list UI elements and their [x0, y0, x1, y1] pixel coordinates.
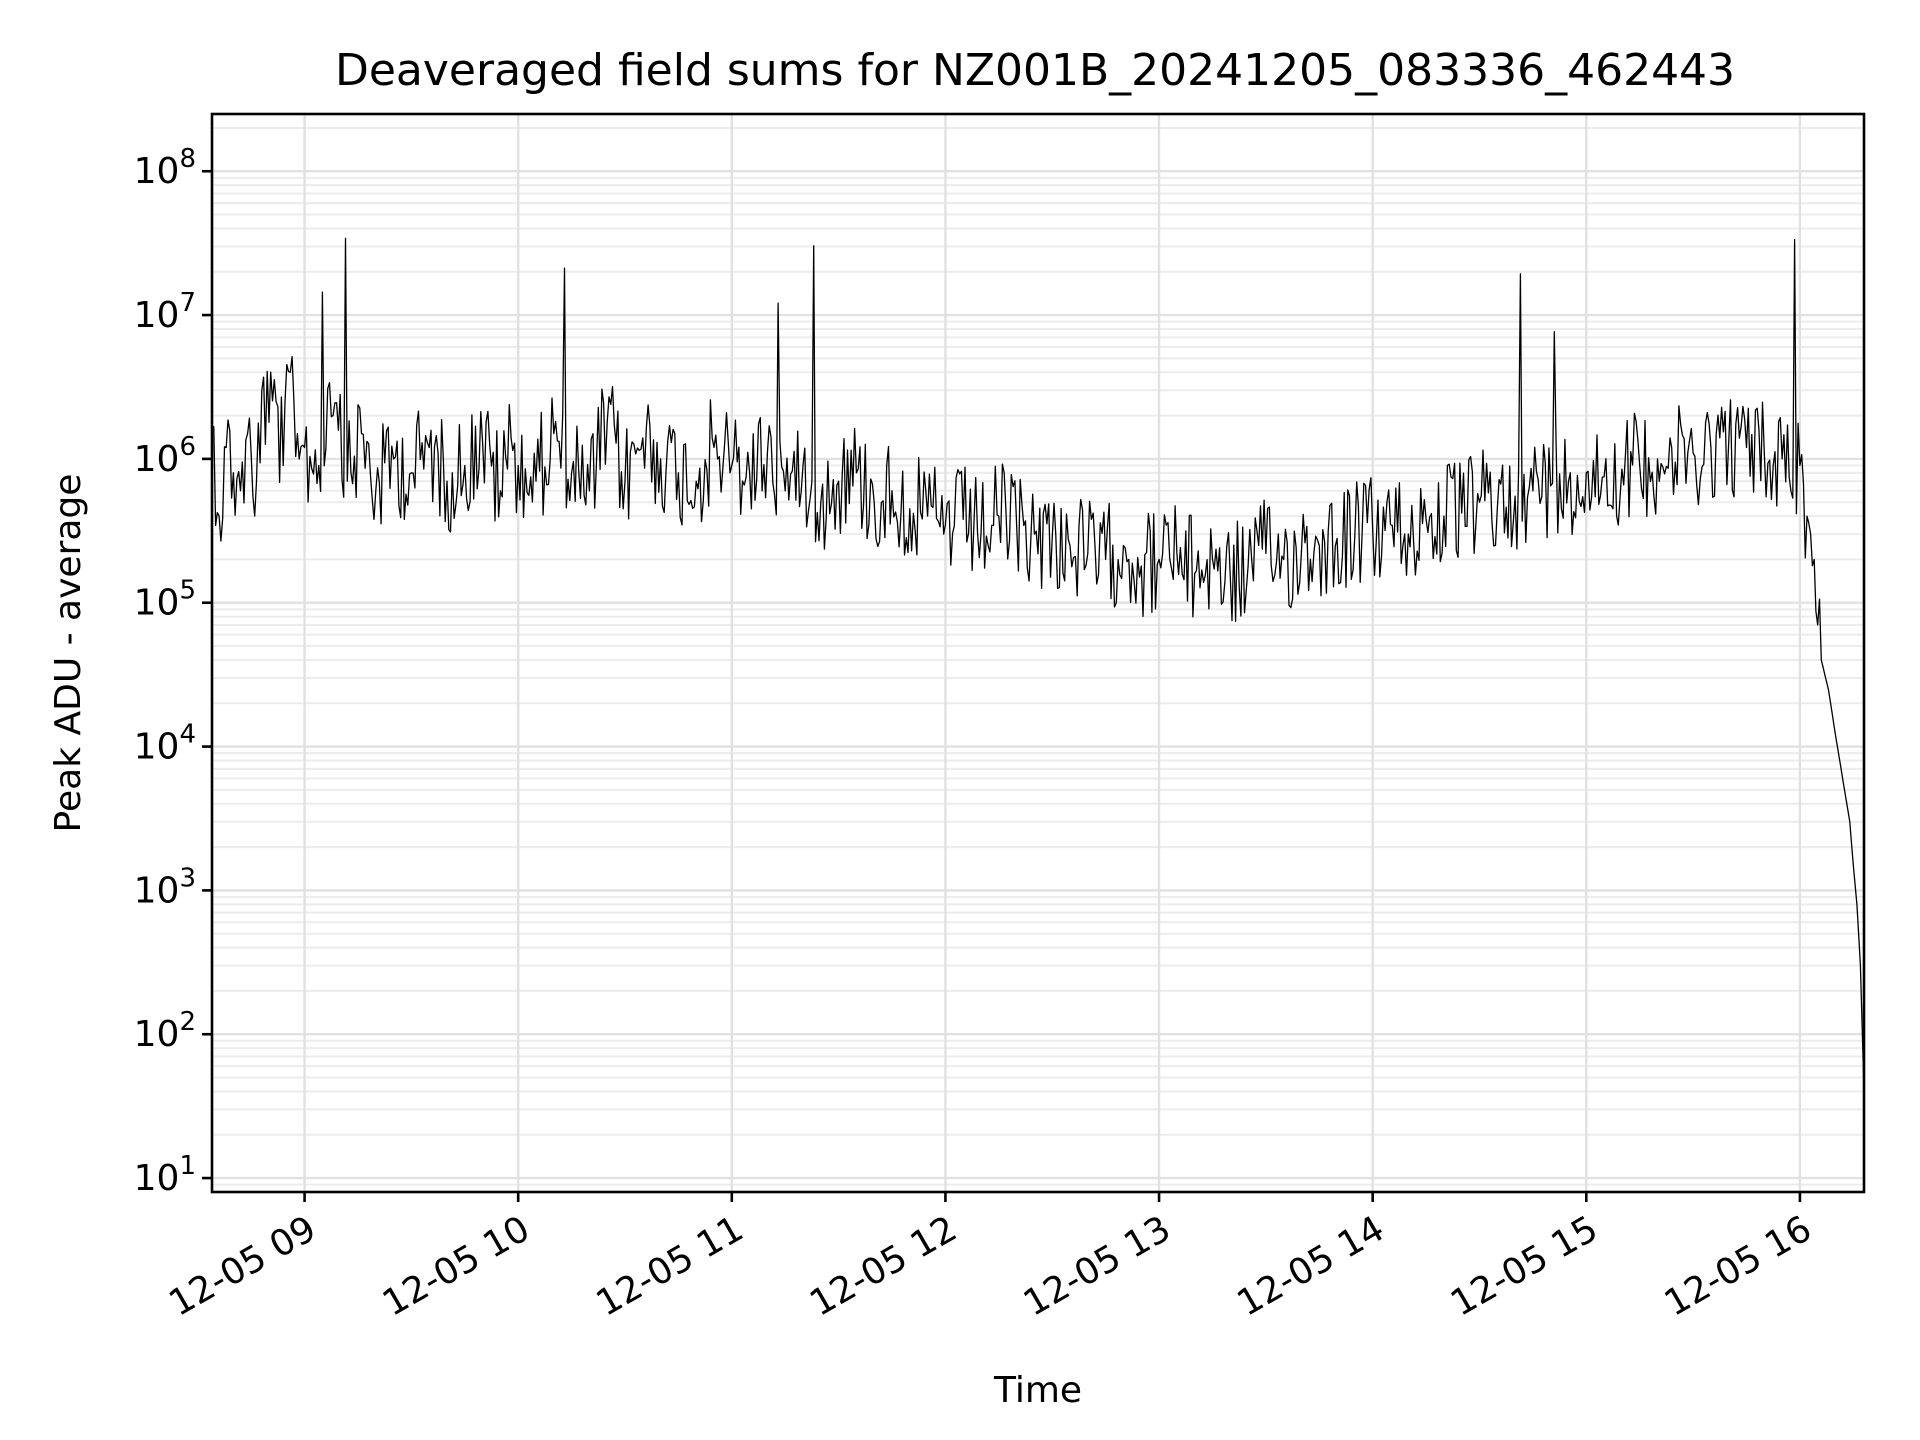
y-tick-label: 108 — [134, 144, 196, 192]
x-tick-label: 12-05 10 — [376, 1208, 537, 1324]
y-tick-exponent: 1 — [179, 1151, 196, 1181]
y-tick-label: 106 — [134, 432, 196, 480]
y-tick-exponent: 4 — [179, 720, 196, 750]
y-tick-base: 10 — [134, 1158, 180, 1199]
gridlines — [212, 114, 1864, 1193]
x-tick-label: 12-05 15 — [1444, 1208, 1605, 1324]
y-tick-label: 105 — [134, 576, 196, 624]
y-tick-label: 103 — [134, 863, 196, 911]
data-series-line — [211, 237, 1865, 1092]
y-tick-label: 102 — [134, 1007, 196, 1055]
y-tick-label: 104 — [134, 720, 196, 768]
x-tick-label: 12-05 12 — [803, 1208, 964, 1324]
y-tick-exponent: 6 — [179, 432, 196, 462]
y-tick-base: 10 — [134, 151, 180, 192]
y-axis-label: Peak ADU - average — [48, 474, 89, 833]
x-tick-label: 12-05 11 — [590, 1208, 751, 1324]
x-tick-label: 12-05 14 — [1230, 1208, 1391, 1324]
x-axis-ticks: 12-05 09 12-05 10 12-05 11 12-05 12 12-05 13… — [162, 1192, 1818, 1325]
y-tick-exponent: 5 — [179, 576, 196, 606]
y-tick-base: 10 — [134, 439, 180, 480]
y-tick-base: 10 — [134, 295, 180, 336]
y-tick-base: 10 — [134, 1014, 180, 1055]
y-tick-exponent: 8 — [179, 144, 196, 174]
y-tick-base: 10 — [134, 870, 180, 911]
x-axis-label: Time — [993, 1370, 1082, 1411]
chart-title: Deaveraged field sums for NZ001B_2024120… — [335, 45, 1735, 96]
y-tick-label: 107 — [134, 288, 196, 336]
x-tick-label: 12-05 13 — [1017, 1208, 1178, 1324]
x-tick-label: 12-05 16 — [1658, 1208, 1819, 1324]
y-tick-label: 101 — [134, 1151, 196, 1199]
y-tick-exponent: 3 — [179, 863, 196, 893]
x-tick-label: 12-05 09 — [162, 1208, 323, 1324]
y-tick-base: 10 — [134, 727, 180, 768]
y-tick-exponent: 2 — [179, 1007, 196, 1037]
plot-frame — [210, 112, 1866, 1194]
y-tick-base: 10 — [134, 583, 180, 624]
y-tick-exponent: 7 — [179, 288, 196, 318]
